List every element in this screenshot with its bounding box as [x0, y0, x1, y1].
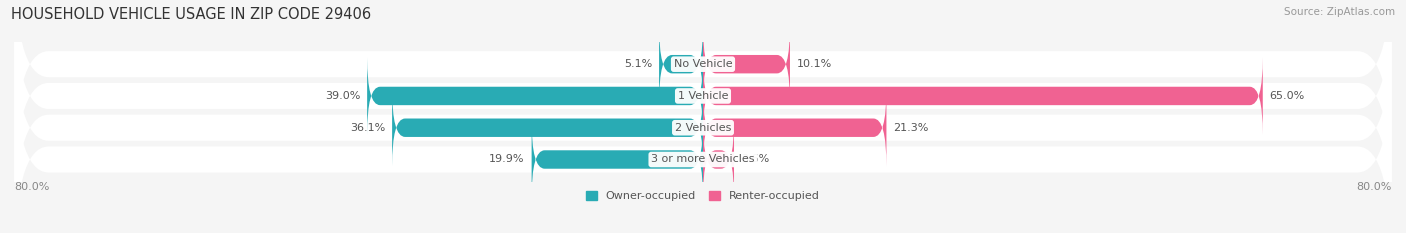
- Text: 3.6%: 3.6%: [741, 154, 769, 164]
- Text: 1 Vehicle: 1 Vehicle: [678, 91, 728, 101]
- Text: 2 Vehicles: 2 Vehicles: [675, 123, 731, 133]
- FancyBboxPatch shape: [367, 58, 703, 134]
- FancyBboxPatch shape: [703, 121, 734, 198]
- FancyBboxPatch shape: [392, 89, 703, 166]
- FancyBboxPatch shape: [703, 58, 1263, 134]
- Legend: Owner-occupied, Renter-occupied: Owner-occupied, Renter-occupied: [586, 191, 820, 201]
- Text: Source: ZipAtlas.com: Source: ZipAtlas.com: [1284, 7, 1395, 17]
- Text: 5.1%: 5.1%: [624, 59, 652, 69]
- Text: HOUSEHOLD VEHICLE USAGE IN ZIP CODE 29406: HOUSEHOLD VEHICLE USAGE IN ZIP CODE 2940…: [11, 7, 371, 22]
- Text: 19.9%: 19.9%: [489, 154, 524, 164]
- FancyBboxPatch shape: [14, 0, 1392, 178]
- Text: 39.0%: 39.0%: [325, 91, 360, 101]
- Text: 80.0%: 80.0%: [1357, 182, 1392, 192]
- FancyBboxPatch shape: [703, 26, 790, 103]
- FancyBboxPatch shape: [14, 0, 1392, 210]
- Text: 36.1%: 36.1%: [350, 123, 385, 133]
- FancyBboxPatch shape: [531, 121, 703, 198]
- Text: 10.1%: 10.1%: [797, 59, 832, 69]
- Text: 21.3%: 21.3%: [893, 123, 929, 133]
- FancyBboxPatch shape: [659, 26, 703, 103]
- FancyBboxPatch shape: [703, 89, 886, 166]
- Text: 65.0%: 65.0%: [1270, 91, 1305, 101]
- Text: 80.0%: 80.0%: [14, 182, 49, 192]
- FancyBboxPatch shape: [14, 14, 1392, 233]
- Text: 3 or more Vehicles: 3 or more Vehicles: [651, 154, 755, 164]
- Text: No Vehicle: No Vehicle: [673, 59, 733, 69]
- FancyBboxPatch shape: [14, 45, 1392, 233]
